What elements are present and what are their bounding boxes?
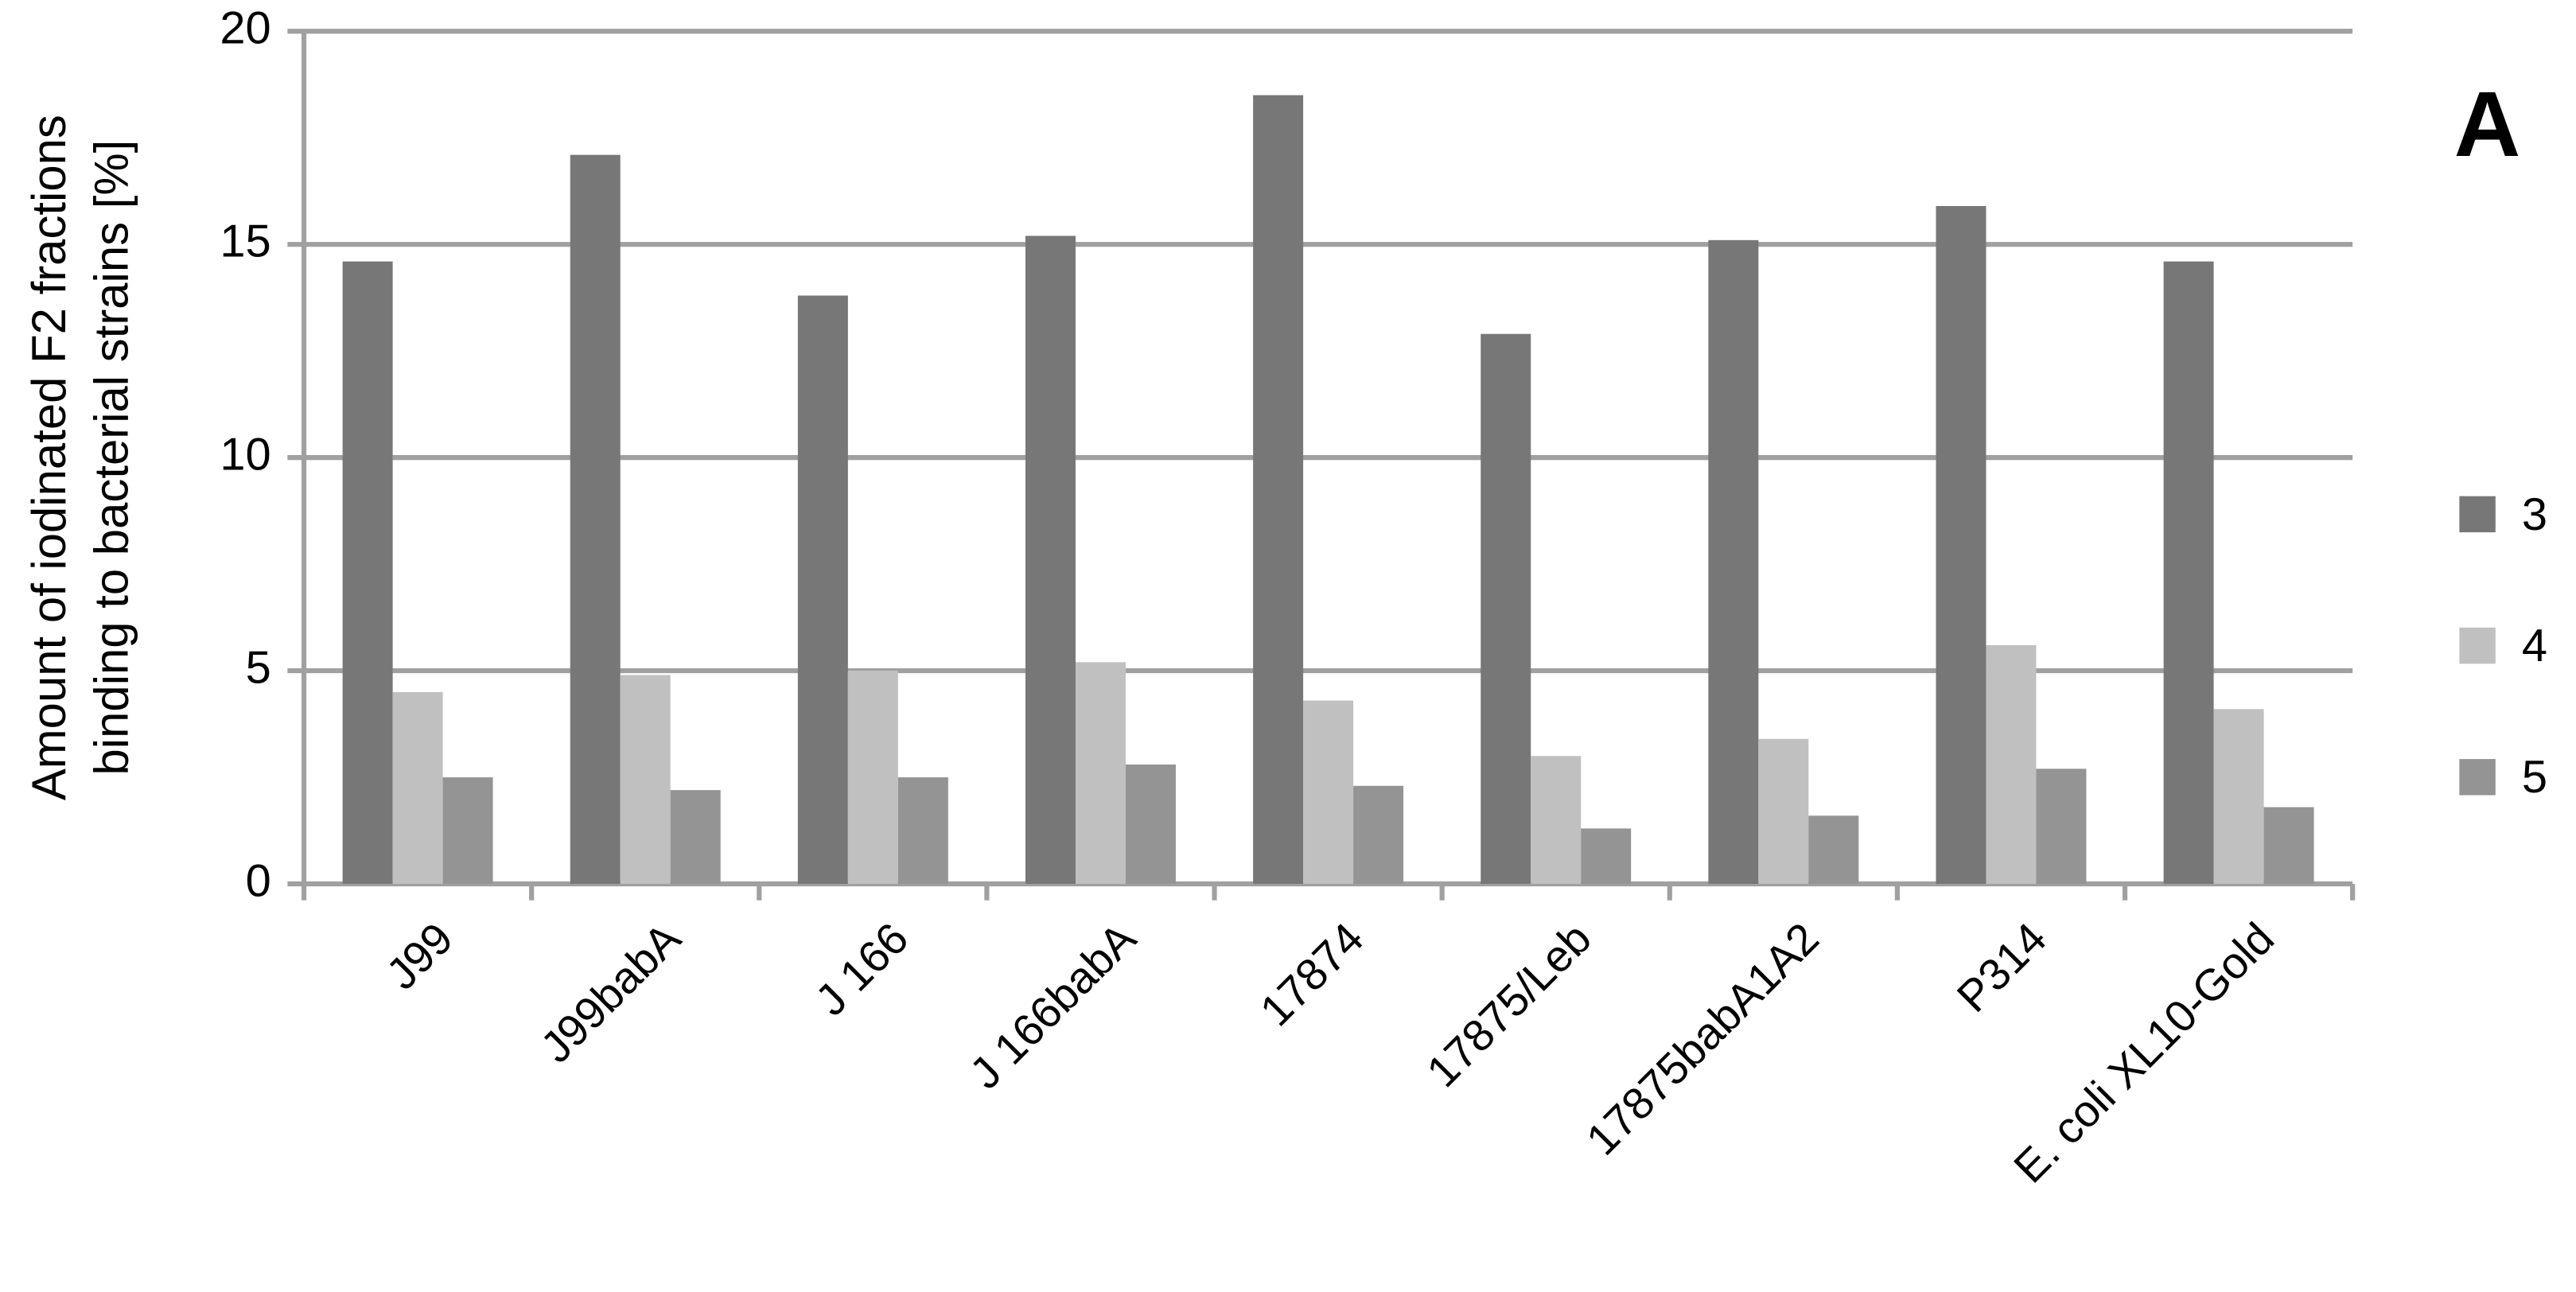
bar [1253,95,1304,885]
x-tick-label: J99 [377,913,462,998]
y-axis-label: Amount of iodinated F2 fractions binding … [22,115,138,800]
legend-label: 5 [2522,752,2547,803]
bar [670,790,721,885]
y-axis-label-line: binding to bacterial strains [%] [84,140,138,776]
y-tick-label: 15 [220,216,270,267]
y-axis-label-line: Amount of iodinated F2 fractions [22,115,76,800]
x-tick-label: 17875/Leb [1418,913,1601,1096]
x-tick-label: J 166babA [960,913,1146,1098]
bar [2163,261,2214,885]
bar [570,154,621,885]
x-tick-label: J 166 [806,913,917,1025]
legend-label: 4 [2522,621,2547,671]
y-tick-label: 10 [220,429,270,480]
bar [2036,769,2087,885]
legend-swatch [2459,759,2496,796]
bar [2263,807,2314,885]
bar [1075,662,1126,885]
bar [1303,700,1354,885]
x-tick-label: P314 [1948,913,2056,1022]
bar [392,691,443,885]
y-tick-label: 20 [220,3,270,54]
legend-swatch [2459,627,2496,664]
bar [1986,644,2037,885]
bar [1125,764,1176,885]
panel-label: A [2454,72,2521,176]
bar [1581,828,1632,885]
x-tick-label: 17875babA1A2 [1577,913,1828,1165]
bar [897,777,948,885]
bar [620,675,671,885]
bar [2213,709,2264,885]
y-tick-label: 5 [246,642,271,693]
bar [1025,235,1076,885]
bar [1708,239,1759,885]
bar [442,777,493,885]
bar [342,261,393,885]
x-tick-label: J99babA [531,913,691,1072]
bar [1758,738,1809,885]
bar [1353,785,1404,885]
bar [797,295,848,885]
bar [1808,815,1859,885]
legend-swatch [2459,496,2496,533]
bar [1481,333,1531,885]
x-tick-label: 17874 [1251,913,1372,1035]
bar [847,671,898,885]
legend-label: 3 [2522,489,2547,540]
y-tick-label: 0 [246,855,271,906]
bar [1936,205,1986,885]
bar [1531,756,1582,885]
